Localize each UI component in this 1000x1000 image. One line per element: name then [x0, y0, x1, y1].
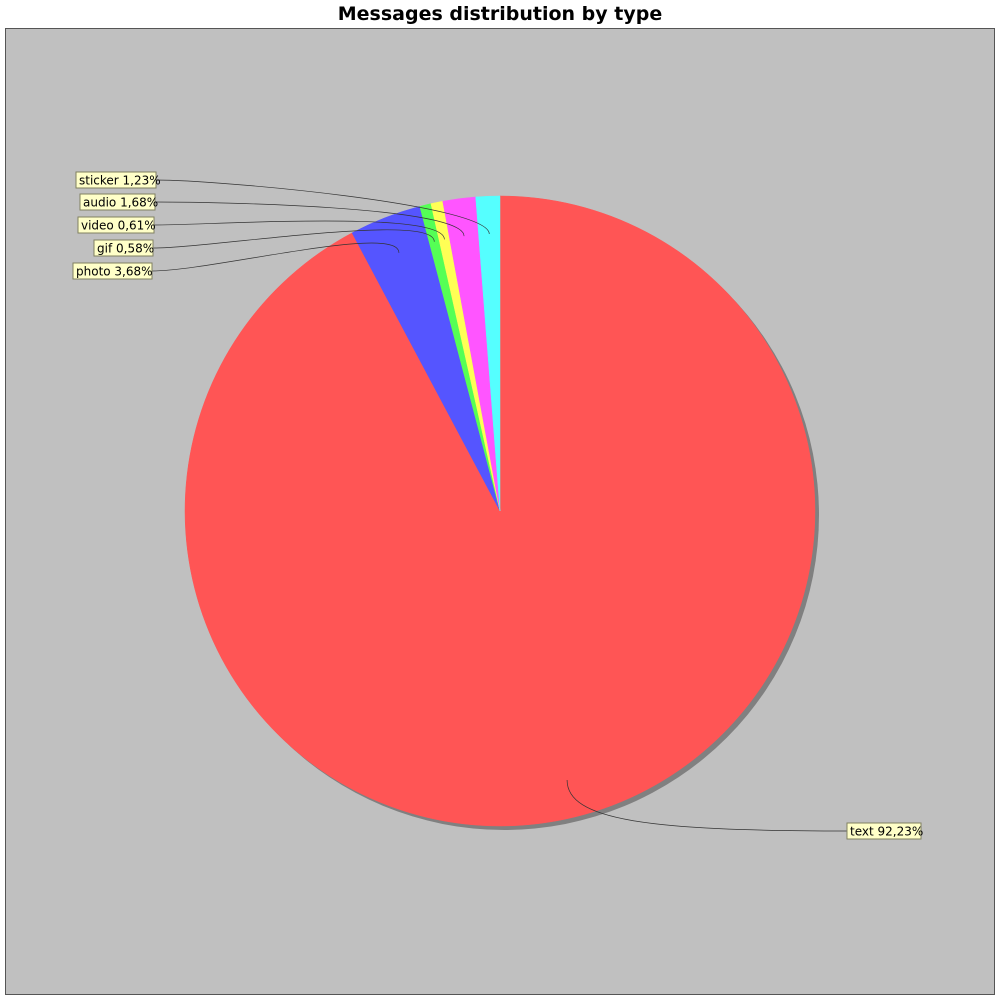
slice-label-text: text 92,23%: [846, 822, 923, 840]
leader-line-sticker: [155, 179, 490, 235]
slice-label-box-photo: [72, 262, 153, 280]
chart-title: Messages distribution by type: [337, 3, 663, 25]
slice-label-box-video: [77, 216, 155, 234]
slice-labels: text 92,23% photo 3,68% gif 0,58% video 0,6…: [72, 171, 923, 840]
slice-label-box-gif: [93, 239, 154, 257]
pie-slice-sticker: [475, 195, 501, 512]
leader-line-gif: [152, 229, 435, 249]
slice-label-box-sticker: [75, 171, 157, 189]
leader-line-video: [153, 220, 445, 240]
slice-label-audio: audio 1,68%: [79, 193, 158, 211]
slice-label-gif: gif 0,58%: [93, 239, 154, 257]
slice-label-video: video 0,61%: [77, 216, 156, 234]
slice-label-box-audio: [79, 193, 156, 211]
leader-line-text: [566, 779, 848, 832]
pie-slices: [184, 195, 816, 827]
slice-label-box-text: [846, 822, 922, 840]
slice-label-text-gif: gif 0,58%: [97, 242, 154, 256]
leader-line-photo: [151, 242, 400, 272]
slice-label-text-photo: photo 3,68%: [76, 265, 153, 279]
slice-label-sticker: sticker 1,23%: [75, 171, 161, 189]
slice-label-text-video: video 0,61%: [81, 219, 156, 233]
slice-label-photo: photo 3,68%: [72, 262, 153, 280]
slice-label-text-sticker: sticker 1,23%: [79, 174, 161, 188]
slice-label-text-audio: audio 1,68%: [83, 196, 158, 210]
slice-label-text-text: text 92,23%: [850, 825, 923, 839]
